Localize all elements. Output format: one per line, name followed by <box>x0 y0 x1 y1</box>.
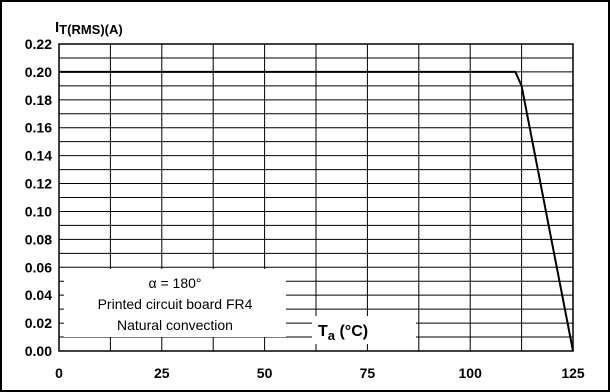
y-tick-label: 0.22 <box>25 36 52 52</box>
x-axis-label-sub: a <box>328 328 336 343</box>
y-axis-label-main: I <box>55 19 59 36</box>
annotation-alpha: α = 180° <box>148 275 201 291</box>
x-tick-label: 75 <box>360 365 376 381</box>
y-tick-label: 0.02 <box>25 315 52 331</box>
y-tick-label: 0.06 <box>25 259 52 275</box>
x-axis-label-main: T <box>318 323 328 340</box>
series-layer <box>59 70 574 352</box>
y-tick-label: 0.00 <box>25 343 52 359</box>
annotation-board: Printed circuit board FR4 <box>98 296 253 312</box>
y-tick-label: 0.20 <box>25 64 52 80</box>
y-tick-label: 0.18 <box>25 92 52 108</box>
annotation-convection: Natural convection <box>117 317 233 333</box>
series-line <box>59 70 574 352</box>
y-tick-label: 0.08 <box>25 231 52 247</box>
x-axis-label-box <box>312 316 416 344</box>
x-tick-label: 100 <box>459 365 483 381</box>
x-tick-label: 50 <box>257 365 273 381</box>
plot-border <box>58 43 574 352</box>
y-tick-label: 0.10 <box>25 203 52 219</box>
x-tick-label: 0 <box>55 365 63 381</box>
x-tick-label: 25 <box>154 365 170 381</box>
y-tick-labels: 0.00 0.02 0.04 0.06 0.08 0.10 0.12 0.14 0.16 0.18… <box>25 36 52 359</box>
y-tick-label: 0.12 <box>25 176 52 192</box>
y-tick-label: 0.04 <box>25 287 52 303</box>
y-axis-label: IT(RMS)(A) <box>55 19 123 37</box>
annotation-box <box>64 269 286 337</box>
x-axis-label: Ta (°C) <box>318 323 368 343</box>
y-tick-label: 0.14 <box>25 148 52 164</box>
y-tick-label: 0.16 <box>25 120 52 136</box>
x-tick-labels: 0 25 50 75 100 125 <box>55 365 585 381</box>
x-axis-label-unit: (°C) <box>335 323 368 340</box>
x-tick-label: 125 <box>561 365 585 381</box>
y-axis-label-sub: T(RMS)(A) <box>59 22 123 37</box>
